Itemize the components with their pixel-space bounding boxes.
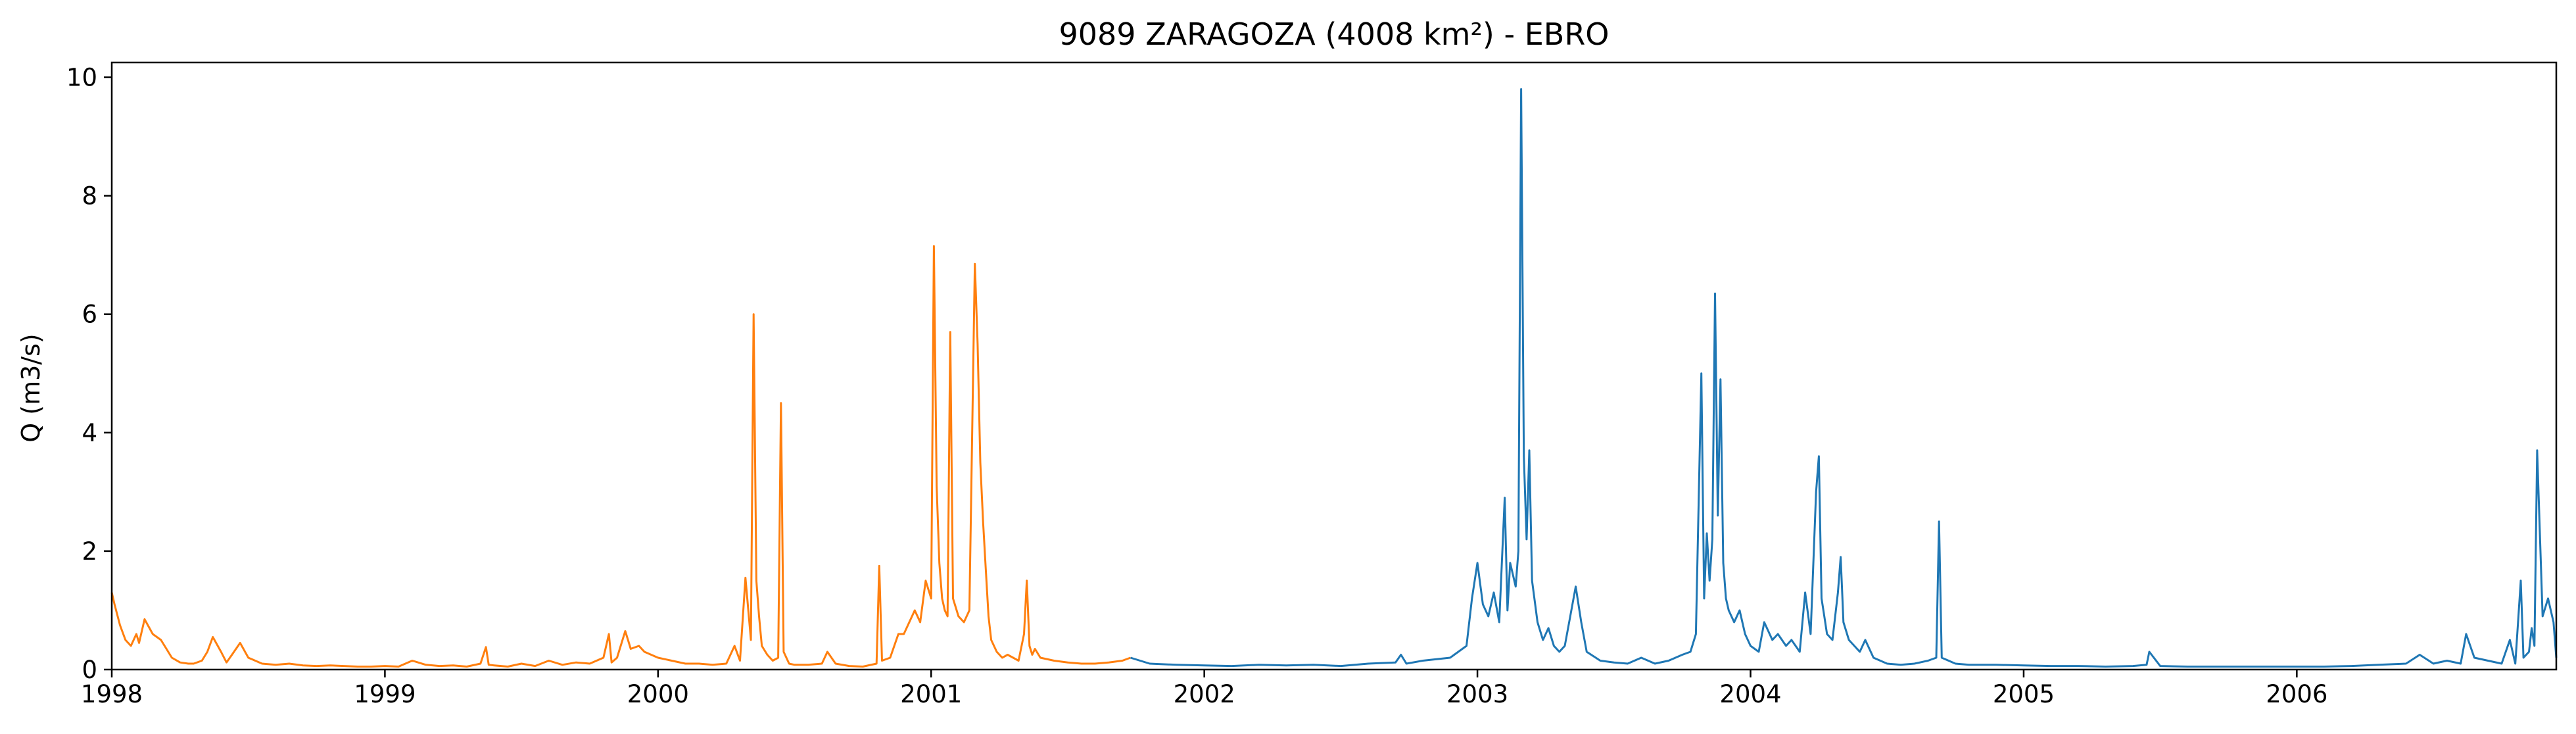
chart-title: 9089 ZARAGOZA (4008 km²) - EBRO: [1059, 16, 1610, 52]
y-tick-label: 4: [82, 419, 97, 447]
x-tick-label: 2006: [2266, 680, 2327, 708]
x-tick-label: 2000: [627, 680, 689, 708]
plot-area-frame: [110, 61, 2558, 671]
x-tick-label: 2003: [1446, 680, 1508, 708]
y-tick-label: 0: [82, 656, 97, 684]
series-layer: [110, 88, 2558, 668]
y-tick-label: 8: [82, 182, 97, 210]
y-tick-label: 10: [66, 64, 97, 92]
series-line-1: [110, 245, 1132, 668]
ticks-layer: 1998 1999 2000 2001 2002 2003 2004 2005 2006 0 2 4 6…: [66, 64, 2328, 708]
y-axis-label: Q (m3/s): [16, 333, 45, 442]
y-tick-label: 6: [82, 301, 97, 329]
x-tick-label: 2004: [1719, 680, 1781, 708]
x-tick-label: 1999: [354, 680, 416, 708]
x-tick-label: 2001: [900, 680, 962, 708]
y-tick-label: 2: [82, 537, 97, 566]
x-tick-label: 2002: [1174, 680, 1235, 708]
series-line-2: [1130, 88, 2558, 668]
x-tick-label: 2005: [1993, 680, 2055, 708]
x-tick-label: 1998: [81, 680, 143, 708]
